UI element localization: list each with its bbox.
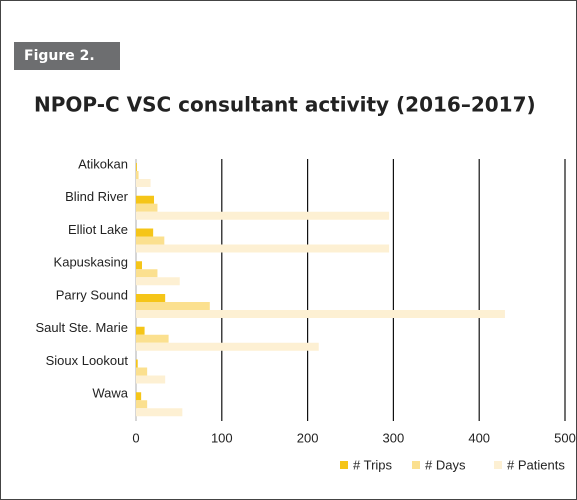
- y-tick-label: Elliot Lake: [68, 222, 128, 237]
- legend-label: # Trips: [353, 457, 393, 472]
- bar: [136, 244, 390, 253]
- bar: [136, 342, 319, 351]
- figure-tab: [14, 42, 120, 70]
- y-tick-label: Atikokan: [78, 156, 128, 171]
- bar: [136, 261, 143, 270]
- bar: [136, 171, 139, 179]
- legend-swatch: [340, 461, 348, 469]
- x-tick-label: 400: [468, 430, 490, 445]
- legend-swatch: [494, 461, 502, 469]
- bar: [136, 310, 505, 318]
- legend-label: # Patients: [507, 457, 565, 472]
- y-tick-label: Sault Ste. Marie: [36, 320, 129, 335]
- legend-label: # Days: [425, 457, 466, 472]
- y-tick-label: Sioux Lookout: [46, 353, 129, 368]
- x-tick-label: 100: [211, 430, 233, 445]
- bar: [136, 236, 165, 245]
- x-tick-label: 200: [297, 430, 319, 445]
- bar: [136, 359, 138, 368]
- bar: [136, 203, 158, 212]
- y-tick-label: Parry Sound: [56, 287, 128, 302]
- y-tick-label: Wawa: [92, 386, 128, 401]
- y-tick-label: Blind River: [65, 189, 129, 204]
- bar: [136, 228, 154, 237]
- bar: [136, 392, 142, 401]
- bar: [136, 400, 148, 409]
- x-tick-label: 500: [554, 430, 576, 445]
- bar: [136, 334, 169, 343]
- figure-label: Figure 2.: [24, 48, 95, 64]
- x-tick-label: 300: [383, 430, 405, 445]
- bar: [136, 367, 148, 376]
- chart-title: NPOP-C VSC consultant activity (2016–201…: [34, 93, 536, 117]
- bar: [136, 179, 151, 187]
- bar: [136, 294, 166, 302]
- bar: [136, 195, 155, 204]
- bar: [136, 269, 158, 278]
- bar: [136, 302, 210, 310]
- bar: [136, 326, 145, 335]
- bar: [136, 211, 390, 220]
- bar: [136, 163, 137, 171]
- bar: [136, 408, 183, 417]
- bar: [136, 375, 166, 384]
- bar: [136, 277, 180, 286]
- x-tick-label: 0: [132, 430, 139, 445]
- y-tick-label: Kapuskasing: [54, 255, 128, 270]
- legend-swatch: [412, 461, 420, 469]
